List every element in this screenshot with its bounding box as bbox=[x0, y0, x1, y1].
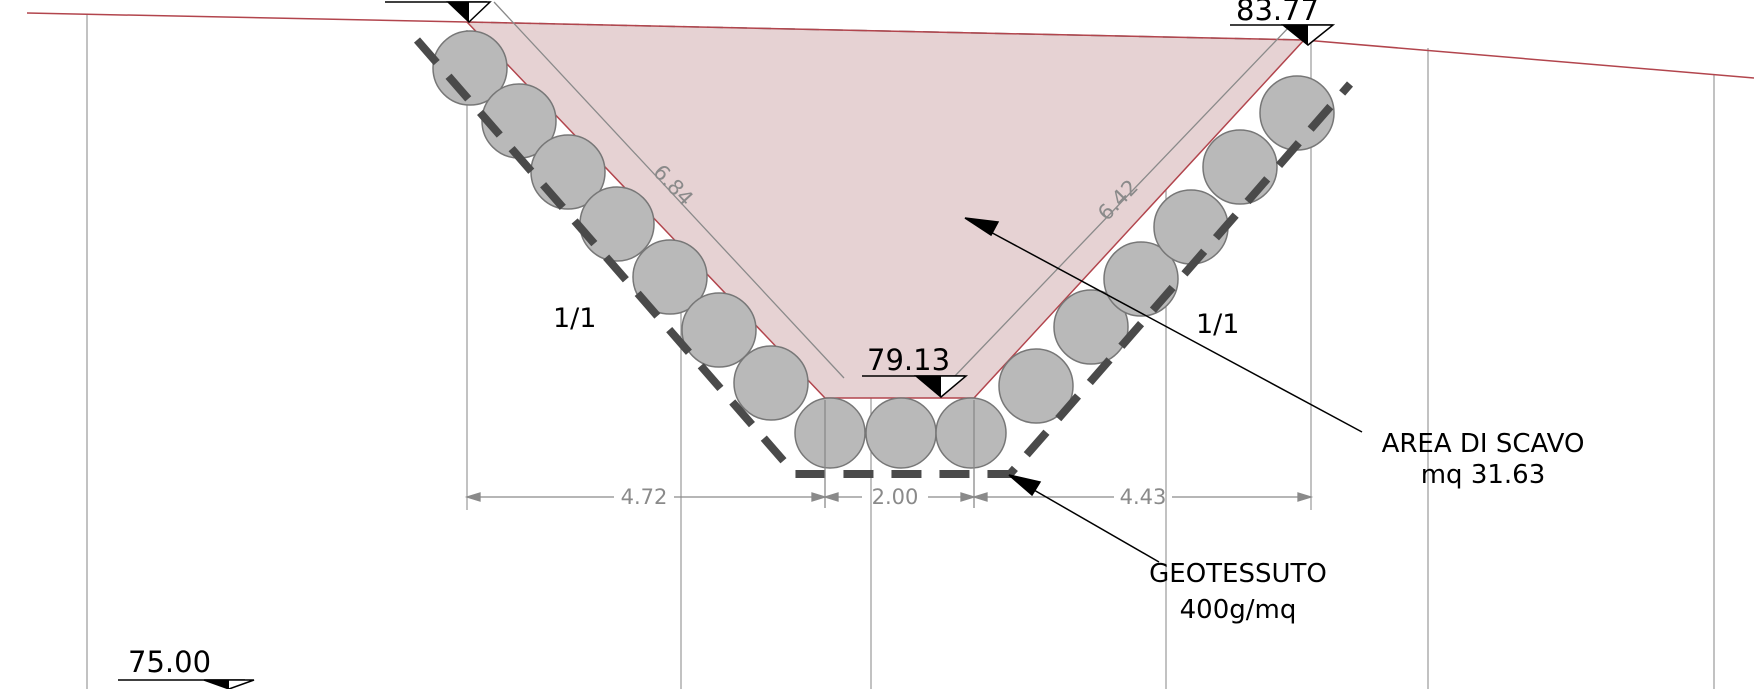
boulder bbox=[1203, 130, 1277, 204]
datum-elevation-label: 75.00 bbox=[128, 645, 211, 679]
area-note-line2: mq 31.63 bbox=[1421, 460, 1546, 490]
boulder bbox=[795, 398, 865, 468]
boulder bbox=[734, 346, 808, 420]
left-width-label: 4.72 bbox=[621, 485, 668, 509]
geotextile-leader-arrowhead bbox=[1009, 475, 1040, 495]
boulder bbox=[580, 187, 654, 261]
dimension-arrowhead bbox=[467, 493, 480, 501]
dimension-arrowhead bbox=[825, 493, 838, 501]
bottom-elevation-label: 79.13 bbox=[867, 343, 950, 377]
boulder bbox=[1154, 190, 1228, 264]
elevation-marker-datum: 75.00 bbox=[118, 645, 254, 689]
geotextile-note-line2: 400g/mq bbox=[1180, 595, 1297, 625]
elevation-marker-left-top bbox=[385, 2, 490, 22]
boulder bbox=[866, 398, 936, 468]
area-note-line1: AREA DI SCAVO bbox=[1382, 429, 1585, 459]
dimension-arrowhead bbox=[1298, 493, 1311, 501]
right-top-elevation-label: 83.77 bbox=[1236, 0, 1319, 27]
bottom-width-label: 2.00 bbox=[872, 485, 919, 509]
geotextile-note-line1: GEOTESSUTO bbox=[1149, 559, 1327, 589]
left-slope-ratio: 1/1 bbox=[553, 303, 596, 334]
right-width-label: 4.43 bbox=[1120, 485, 1167, 509]
dimension-arrowhead bbox=[974, 493, 987, 501]
boulder bbox=[936, 398, 1006, 468]
right-slope-ratio: 1/1 bbox=[1196, 309, 1239, 340]
